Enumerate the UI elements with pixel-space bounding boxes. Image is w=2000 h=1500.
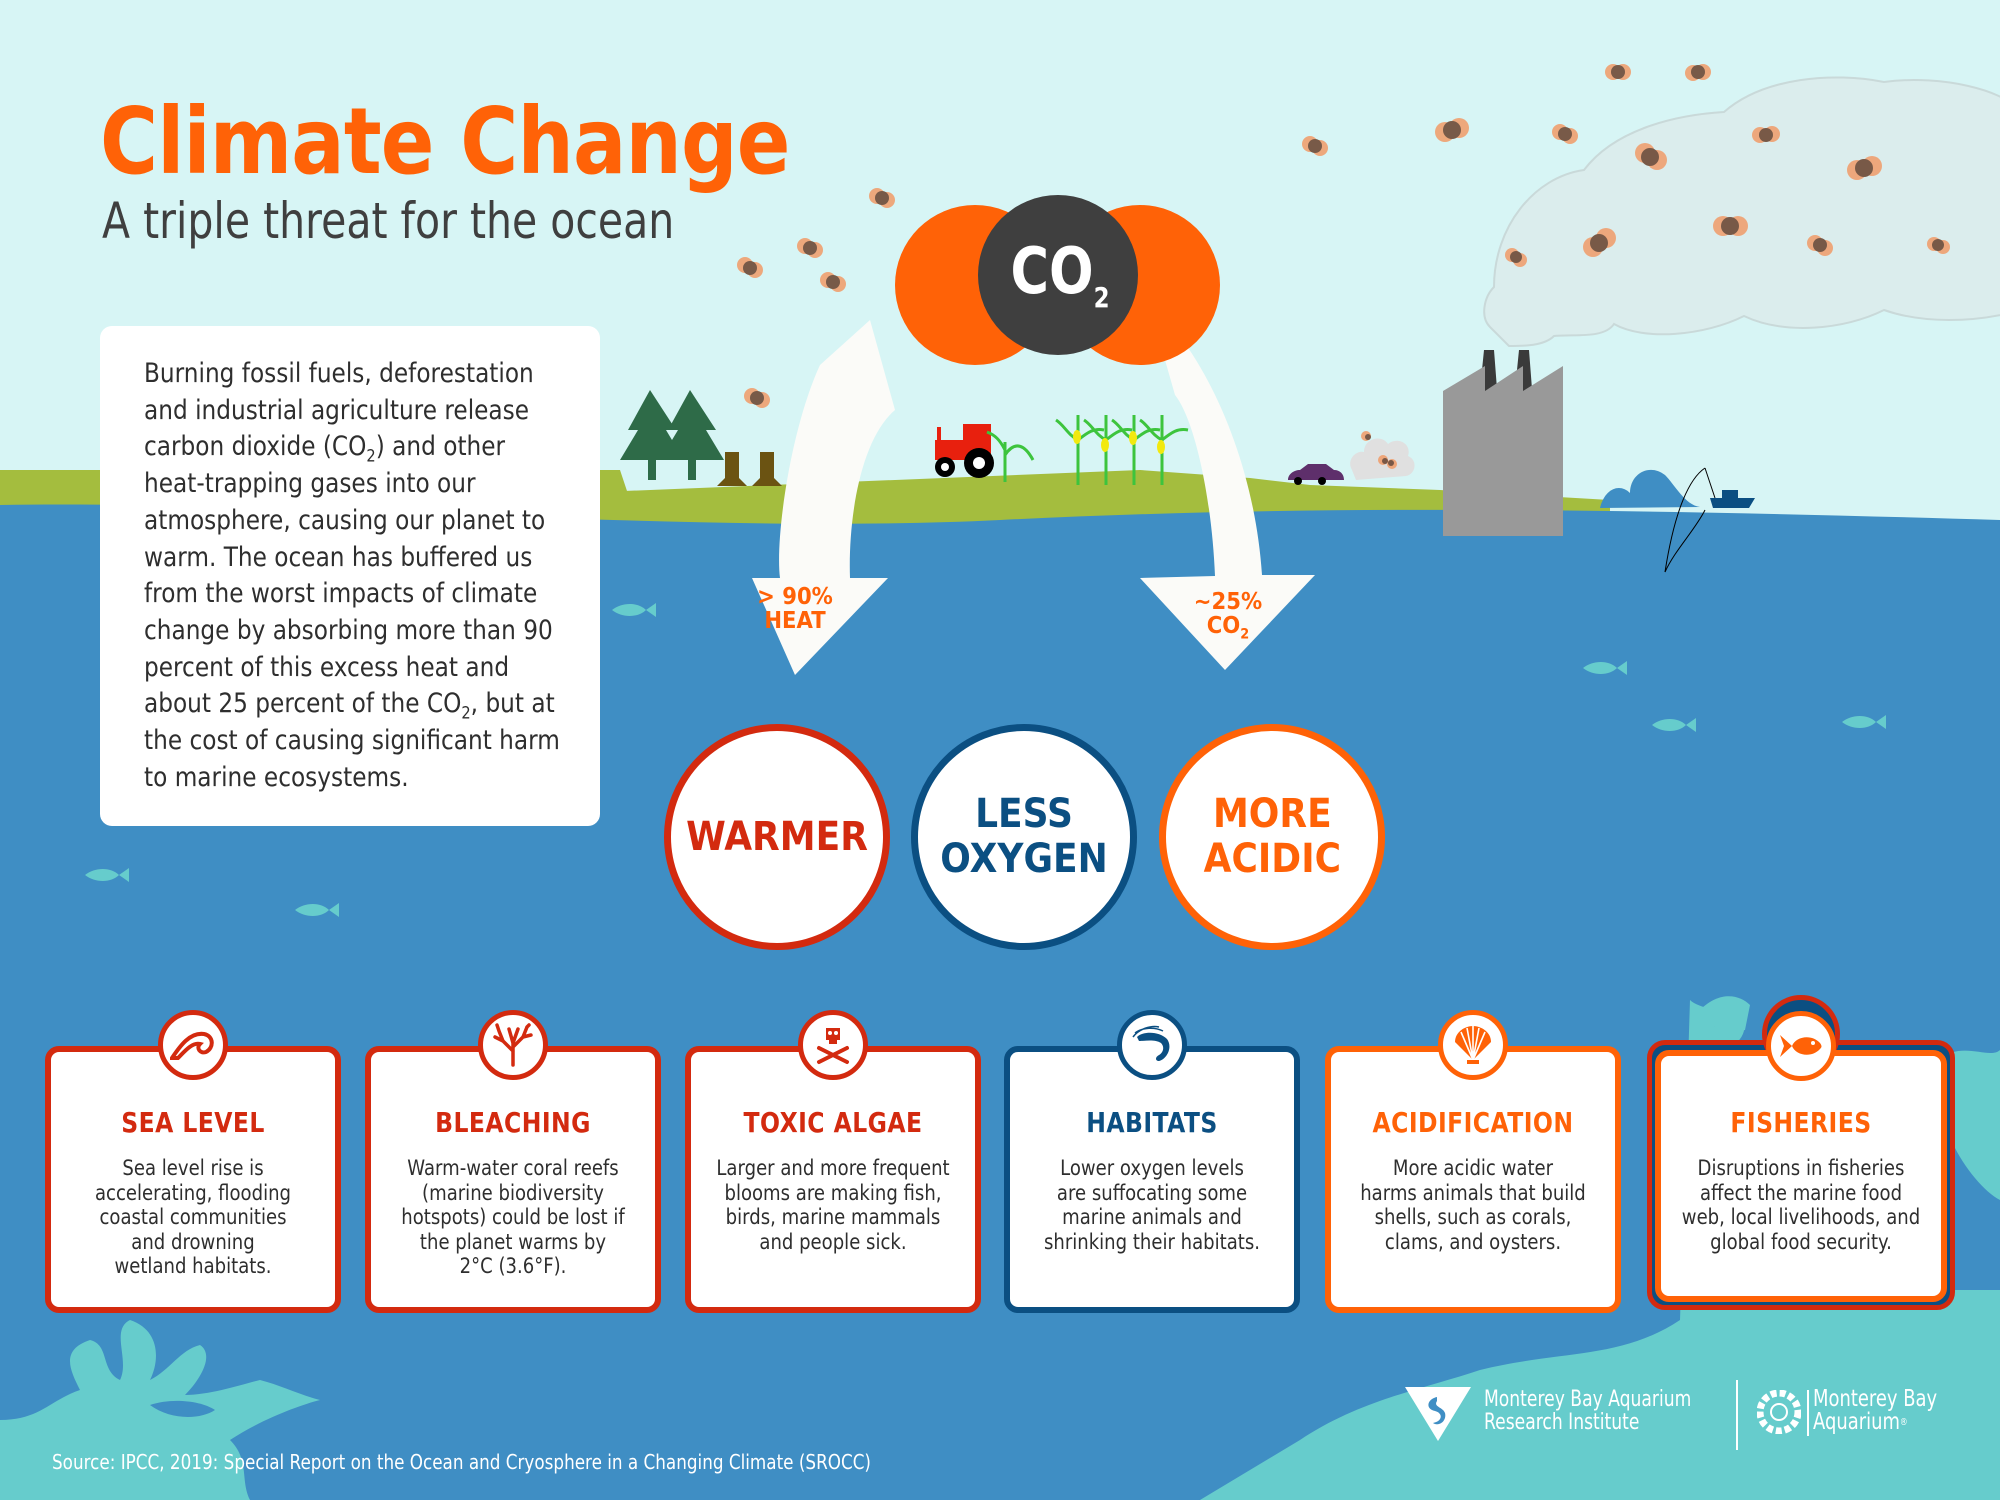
co2-molecule-label: CO2 xyxy=(1010,235,1110,314)
mba-logo-text[interactable]: Monterey Bay Aquarium® xyxy=(1813,1386,1938,1435)
card-habitats: HABITATS Lower oxygen levels are suffocat… xyxy=(1004,1010,1300,1313)
card-title: TOXIC ALGAE xyxy=(743,1106,923,1139)
fish-icon xyxy=(1766,1011,1836,1081)
threat-less-oxygen: LESS OXYGEN xyxy=(911,724,1137,950)
page-title: Climate Change xyxy=(100,88,790,195)
shrimp-icon xyxy=(1117,1010,1187,1080)
card-bleaching: BLEACHING Warm-water coral reefs (marine … xyxy=(365,1010,661,1313)
page-subtitle: A triple threat for the ocean xyxy=(102,192,675,250)
card-sea-level: SEA LEVEL Sea level rise is accelerating,… xyxy=(45,1010,341,1313)
card-body: Lower oxygen levels are suffocating some m… xyxy=(1043,1156,1261,1254)
mba-logo-divider xyxy=(1807,1390,1809,1436)
logo-divider xyxy=(1736,1380,1738,1450)
source-citation: Source: IPCC, 2019: Special Report on th… xyxy=(52,1450,871,1474)
mbari-logo-text[interactable]: Monterey Bay Aquarium Research Institute xyxy=(1484,1387,1692,1435)
card-body: Warm-water coral reefs (marine biodiversi… xyxy=(401,1156,625,1278)
card-body: Sea level rise is accelerating, flooding c… xyxy=(94,1156,292,1278)
mba-logo-icon[interactable] xyxy=(1756,1389,1802,1435)
card-title: BLEACHING xyxy=(435,1106,591,1139)
co2-arrow-label: ~25% CO2 xyxy=(1193,589,1263,643)
card-body: Disruptions in fisheries affect the marin… xyxy=(1681,1156,1921,1254)
card-title: FISHERIES xyxy=(1730,1106,1872,1139)
intro-paragraph: Burning fossil fuels, deforestation and … xyxy=(144,358,560,793)
heat-arrow-label: > 90% HEAT xyxy=(757,584,833,635)
skull-crossbones-icon xyxy=(798,1010,868,1080)
card-fisheries: FISHERIES Disruptions in fisheries affect… xyxy=(1655,1011,1947,1302)
wave-icon xyxy=(158,1010,228,1080)
card-body: Larger and more frequent blooms are makin… xyxy=(716,1156,950,1254)
card-body: More acidic water harms animals that buil… xyxy=(1360,1156,1586,1254)
intro-text-box: Burning fossil fuels, deforestation and … xyxy=(100,326,600,826)
shell-icon xyxy=(1438,1010,1508,1080)
card-toxic-algae: TOXIC ALGAE Larger and more frequent bloo… xyxy=(685,1010,981,1313)
mbari-logo-icon[interactable] xyxy=(1403,1383,1473,1443)
threat-warmer: WARMER xyxy=(664,724,890,950)
card-title: ACIDIFICATION xyxy=(1372,1106,1574,1139)
coral-icon xyxy=(478,1010,548,1080)
card-title: SEA LEVEL xyxy=(121,1106,265,1139)
card-title: HABITATS xyxy=(1086,1106,1218,1139)
threat-more-acidic: MORE ACIDIC xyxy=(1159,724,1385,950)
card-acidification: ACIDIFICATION More acidic water harms ani… xyxy=(1325,1010,1621,1313)
